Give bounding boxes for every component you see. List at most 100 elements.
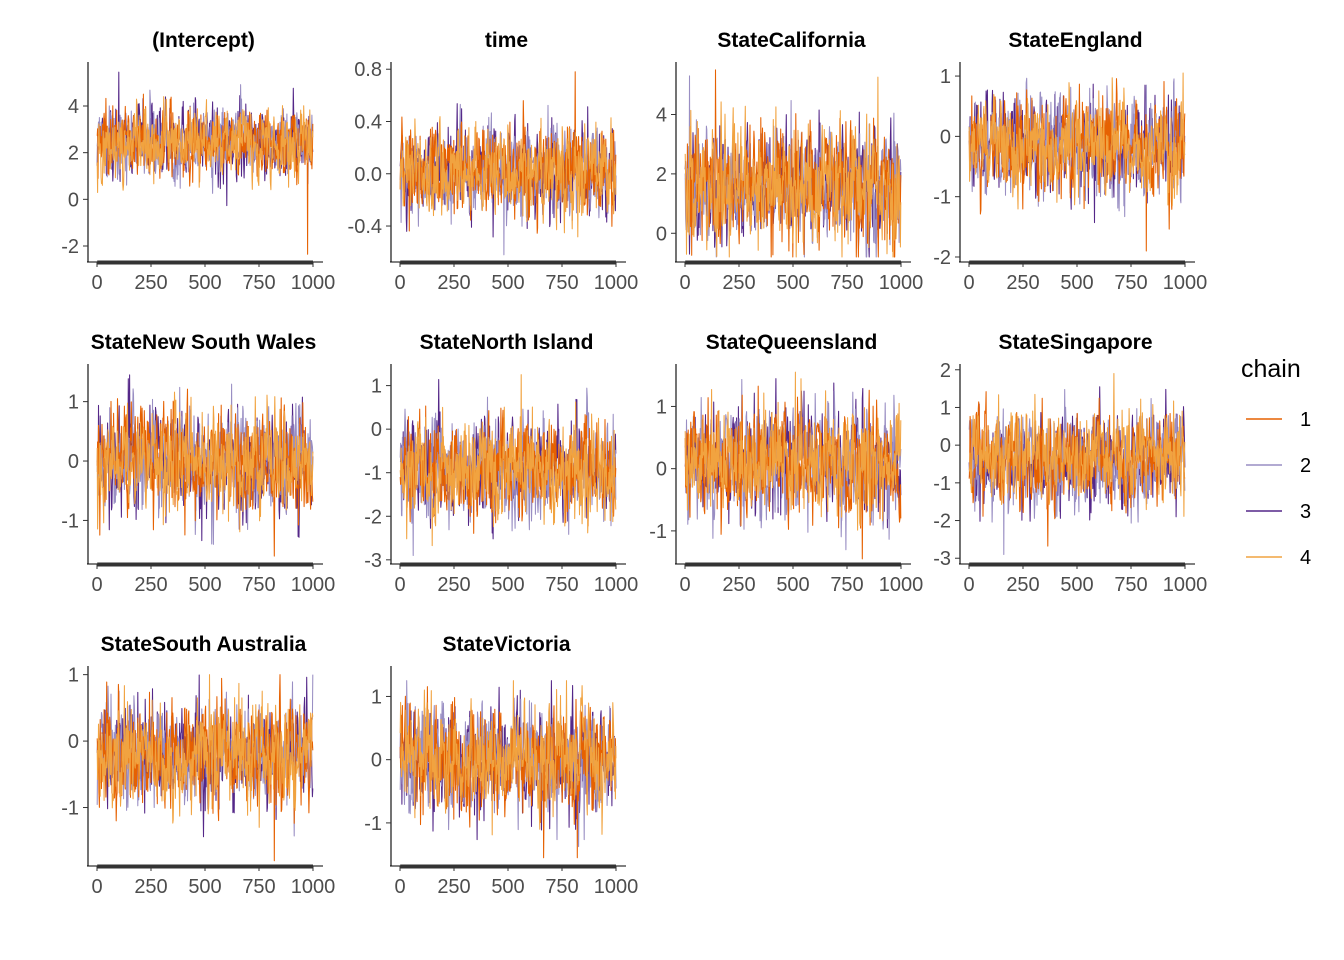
x-tick-label: 500 <box>776 272 809 294</box>
x-tick-label: 250 <box>437 876 470 898</box>
y-tick-label: -3 <box>364 550 382 572</box>
x-tick-label: 0 <box>963 272 974 294</box>
x-tick-label: 750 <box>545 574 578 596</box>
legend: chain 1 2 3 4 <box>1241 355 1311 569</box>
trace-lines <box>96 674 314 862</box>
trace-chain-4 <box>96 96 314 194</box>
legend-label: 1 <box>1300 409 1311 431</box>
x-tick-label: 0 <box>679 574 690 596</box>
trace-lines <box>399 374 617 557</box>
trace-chain-4 <box>96 391 314 533</box>
panel-title: StateVictoria <box>443 633 571 656</box>
y-tick-label: 0 <box>371 419 382 441</box>
facet-panel: StateSingapore -3 -2 -1 0 1 2 0 250 500 750 1000 <box>933 331 1207 596</box>
y-tick-label: 0 <box>371 750 382 772</box>
y-tick-label: -2 <box>61 236 79 258</box>
x-tick-label: 0 <box>91 876 102 898</box>
facet-panel: StateEngland -2 -1 0 1 0 250 500 750 1000 <box>933 29 1207 294</box>
y-tick-label: 4 <box>68 96 79 118</box>
x-tick-label: 1000 <box>291 574 336 596</box>
facet-panel: StateNorth Island -3 -2 -1 0 1 0 250 500 750 1000 <box>364 331 638 596</box>
x-tick-label: 250 <box>722 272 755 294</box>
y-tick-label: -1 <box>364 463 382 485</box>
trace-lines <box>399 680 617 859</box>
legend-entry: 4 <box>1246 547 1311 569</box>
trace-lines <box>399 71 617 256</box>
y-tick-label: -1 <box>61 798 79 820</box>
facet-panel: StateNew South Wales -1 0 1 0 250 500 750 1000 <box>61 331 335 596</box>
x-tick-label: 250 <box>134 272 167 294</box>
x-tick-label: 250 <box>134 574 167 596</box>
y-tick-label: -2 <box>364 506 382 528</box>
y-tick-label: -1 <box>933 473 951 495</box>
panel-title: time <box>485 29 528 52</box>
y-tick-label: -1 <box>933 187 951 209</box>
x-tick-label: 1000 <box>879 574 924 596</box>
y-tick-label: 0 <box>68 189 79 211</box>
y-tick-label: 1 <box>371 376 382 398</box>
y-tick-label: 1 <box>656 396 667 418</box>
panel-title: StateNew South Wales <box>91 331 317 354</box>
legend-entry: 2 <box>1246 455 1311 477</box>
trace-chain-1 <box>399 405 617 534</box>
legend-title: chain <box>1241 355 1301 383</box>
x-tick-label: 500 <box>776 574 809 596</box>
y-tick-label: -2 <box>933 247 951 269</box>
legend-label: 4 <box>1300 547 1311 569</box>
x-tick-label: 0 <box>679 272 690 294</box>
x-tick-label: 1000 <box>594 574 639 596</box>
x-tick-label: 0 <box>394 272 405 294</box>
x-tick-label: 750 <box>242 272 275 294</box>
trace-chain-4 <box>684 371 902 531</box>
trace-chain-4 <box>96 674 314 828</box>
y-tick-label: -1 <box>649 521 667 543</box>
y-tick-label: -0.4 <box>348 216 382 238</box>
legend-entry: 1 <box>1246 409 1311 431</box>
y-tick-label: 4 <box>656 104 667 126</box>
x-tick-label: 750 <box>1114 272 1147 294</box>
y-tick-label: 2 <box>656 164 667 186</box>
panel-title: StateQueensland <box>706 331 878 354</box>
y-tick-label: 0.4 <box>354 111 382 133</box>
x-tick-label: 750 <box>242 574 275 596</box>
x-tick-label: 1000 <box>594 876 639 898</box>
y-tick-label: 0 <box>656 459 667 481</box>
trace-chain-4 <box>968 372 1186 517</box>
x-tick-label: 750 <box>242 876 275 898</box>
panel-title: StateSouth Australia <box>101 633 307 656</box>
x-tick-label: 1000 <box>1163 574 1208 596</box>
x-tick-label: 250 <box>437 574 470 596</box>
facet-panel: StateVictoria -1 0 1 0 250 500 750 1000 <box>364 633 638 898</box>
y-tick-label: 1 <box>68 665 79 687</box>
y-tick-label: 0 <box>68 451 79 473</box>
x-tick-label: 750 <box>1114 574 1147 596</box>
x-tick-label: 500 <box>188 876 221 898</box>
x-tick-label: 250 <box>134 876 167 898</box>
x-tick-label: 250 <box>1006 574 1039 596</box>
x-tick-label: 750 <box>830 272 863 294</box>
facet-panel: time -0.4 0.0 0.4 0.8 0 250 500 750 1000 <box>348 29 639 294</box>
y-tick-label: 0.0 <box>354 164 382 186</box>
facet-panel: StateSouth Australia -1 0 1 0 250 500 750 1000 <box>61 633 335 898</box>
trace-lines <box>968 72 1186 252</box>
y-tick-label: 0 <box>940 435 951 457</box>
y-tick-label: 2 <box>68 143 79 165</box>
panel-title: StateNorth Island <box>420 331 594 354</box>
x-tick-label: 0 <box>394 574 405 596</box>
y-tick-label: 0 <box>656 223 667 245</box>
trace-chain-4 <box>684 76 902 258</box>
x-tick-label: 500 <box>491 574 524 596</box>
x-tick-label: 0 <box>91 574 102 596</box>
y-tick-label: 0 <box>940 126 951 148</box>
x-tick-label: 500 <box>491 272 524 294</box>
y-tick-label: 1 <box>940 66 951 88</box>
x-tick-label: 0 <box>91 272 102 294</box>
x-tick-label: 1000 <box>879 272 924 294</box>
x-tick-label: 1000 <box>594 272 639 294</box>
trace-lines <box>96 374 314 557</box>
y-tick-label: -1 <box>364 813 382 835</box>
legend-label: 2 <box>1300 455 1311 477</box>
x-tick-label: 1000 <box>291 876 336 898</box>
trace-lines <box>968 372 1186 556</box>
